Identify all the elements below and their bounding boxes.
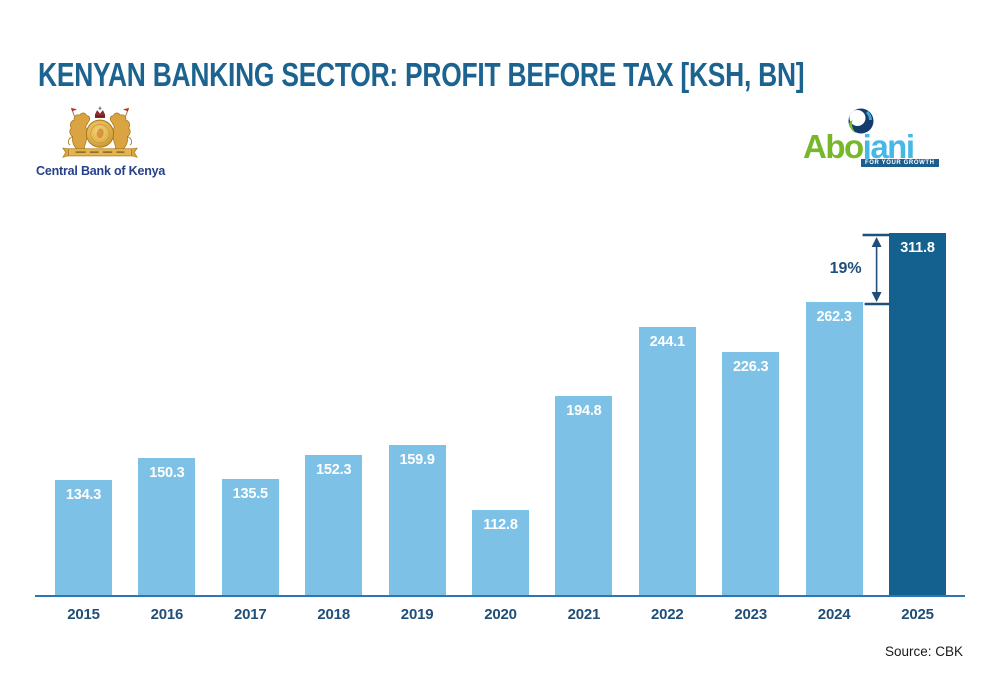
abojani-logo: Abojani FOR YOUR GROWTH [803,108,943,172]
bar-value-label: 150.3 [149,465,185,481]
bar-2019: 159.9 [388,444,446,595]
x-axis-labels: 2015 2016 2017 2018 2019 2020 2021 2022 2023 2024… [35,606,965,626]
page-title: KENYAN BANKING SECTOR: PROFIT BEFORE TAX… [38,56,805,93]
bar-value-label: 262.3 [816,309,852,325]
abojani-wordmark-green: Abo [803,128,864,165]
cbk-coat-of-arms-icon [62,106,138,158]
x-tick-2020: 2020 [484,606,517,623]
x-tick-2019: 2019 [400,606,434,623]
bar-value-label: 244.1 [649,334,685,351]
cbk-logo-label: Central Bank of Kenya [36,164,166,178]
bar-2016: 150.3 [138,458,196,595]
growth-annotation-label: 19% [829,259,862,277]
bar-value-label: 311.8 [900,240,935,256]
bar-2017: 135.5 [221,478,279,595]
x-tick-2021: 2021 [567,606,601,623]
x-tick-2016: 2016 [150,606,184,623]
bar-value-label: 159.9 [399,451,435,468]
plot-area: 19% 134.3 150.3 135.5 152.3 159.9 112.8 194.8 2… [35,225,965,597]
bar-2020: 112.8 [472,510,529,595]
abojani-swirl-icon [848,108,874,134]
abojani-wordmark: Abojani [803,128,915,165]
bar-2021: 194.8 [555,396,613,595]
abojani-tagline: FOR YOUR GROWTH [861,159,939,167]
x-tick-2024: 2024 [817,606,851,623]
bar-value-label: 112.8 [483,517,518,534]
bar-2022: 244.1 [638,327,696,595]
x-tick-2022: 2022 [651,606,684,623]
bar-2023: 226.3 [722,352,780,595]
abojani-wordmark-blue: jani [862,128,915,165]
x-tick-2015: 2015 [67,606,100,623]
x-tick-2018: 2018 [317,606,350,623]
bar-2018: 152.3 [305,455,363,595]
source-note: Source: CBK [884,644,963,659]
bar-2024: 262.3 [805,302,863,595]
bar-2015: 134.3 [55,480,112,595]
bar-value-label: 152.3 [316,462,352,479]
x-tick-2017: 2017 [234,606,267,623]
bar-value-label: 135.5 [232,485,268,502]
bar-2025: 311.8 [889,233,946,595]
x-tick-2023: 2023 [734,606,767,623]
bar-value-label: 194.8 [566,403,602,419]
bar-value-label: 134.3 [65,487,102,504]
cbk-logo: Central Bank of Kenya [36,104,166,178]
x-tick-2025: 2025 [901,606,934,623]
bar-value-label: 226.3 [733,359,769,376]
